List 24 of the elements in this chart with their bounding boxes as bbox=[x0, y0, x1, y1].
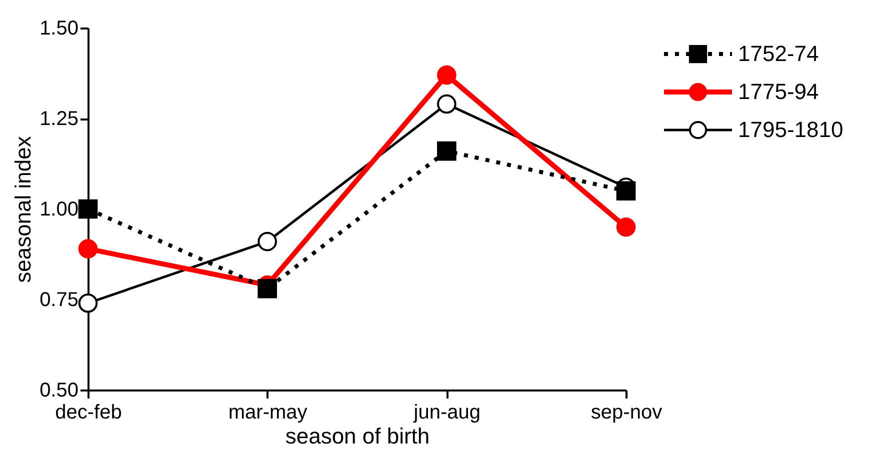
point bbox=[437, 65, 456, 85]
y-tick-label: 0.50 bbox=[40, 380, 78, 402]
point bbox=[437, 94, 456, 114]
y-tick-label: 1.25 bbox=[40, 108, 78, 130]
point bbox=[78, 239, 98, 258]
x-tick-label: dec-feb bbox=[55, 402, 122, 424]
x-tick-label: mar-may bbox=[228, 402, 308, 424]
point bbox=[258, 278, 277, 298]
point bbox=[616, 217, 636, 237]
x-tick-label: jun-aug bbox=[412, 402, 481, 424]
legend-label: 1775-94 bbox=[738, 79, 819, 104]
x-tick-label: sep-nov bbox=[590, 402, 662, 424]
point bbox=[616, 181, 636, 201]
point bbox=[258, 232, 277, 252]
y-tick-label: 1.50 bbox=[40, 18, 78, 40]
x-axis-title: season of birth bbox=[285, 424, 430, 448]
y-axis-title: seasonal index bbox=[10, 136, 36, 283]
y-tick-label: 0.75 bbox=[40, 289, 78, 311]
legend-label: 1752-74 bbox=[738, 41, 819, 66]
point bbox=[437, 141, 456, 161]
point bbox=[78, 293, 98, 313]
y-tick-label: 1.00 bbox=[40, 198, 78, 220]
legend-label: 1795-1810 bbox=[738, 117, 844, 142]
point bbox=[78, 199, 98, 219]
